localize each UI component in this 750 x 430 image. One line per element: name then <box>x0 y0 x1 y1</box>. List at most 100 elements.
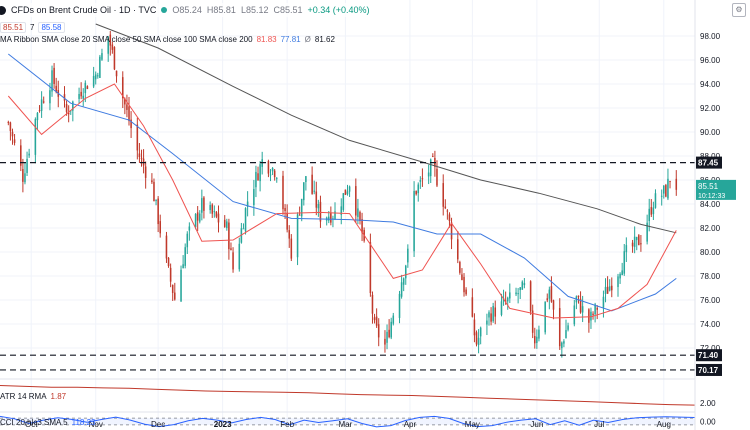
bid-price[interactable]: 85.51 <box>0 21 27 33</box>
candle-body <box>581 306 584 313</box>
candle-body <box>121 77 124 99</box>
candle-body <box>223 219 226 227</box>
time-tick-label: Jul <box>594 420 604 429</box>
candle-body <box>384 338 386 345</box>
ma-ribbon-legend[interactable]: MA Ribbon SMA close 20 SMA close 50 SMA … <box>0 33 335 45</box>
time-tick-label: Dec <box>151 420 165 429</box>
ohlc-low: L85.12 <box>240 5 269 15</box>
candle-body <box>346 191 349 195</box>
candle-body <box>230 248 232 250</box>
time-tick-label: Aug <box>657 420 671 429</box>
atr-value: 1.87 <box>50 391 67 401</box>
candle-body <box>174 292 176 300</box>
candle-body <box>413 190 415 252</box>
candle-body <box>509 292 511 299</box>
candle-body <box>475 332 478 345</box>
candle-body <box>124 98 126 105</box>
level-label-background <box>696 349 722 362</box>
spread-value: 7 <box>30 22 35 32</box>
candle-body <box>72 101 74 111</box>
candle-body <box>500 301 503 315</box>
time-tick-label: Jun <box>530 420 543 429</box>
candle-body <box>9 122 12 132</box>
symbol-title[interactable]: CFDs on Brent Crude Oil · 1D · TVC <box>11 5 157 15</box>
ohlc-high: H85.81 <box>206 5 236 15</box>
cci-line <box>0 415 696 428</box>
candle-body <box>298 214 301 216</box>
candle-body <box>28 153 30 156</box>
level-label-background <box>696 156 722 169</box>
candle-body <box>506 297 509 302</box>
candle-body <box>608 286 611 291</box>
candle-body <box>209 205 211 211</box>
time-tick-label: Nov <box>89 420 103 429</box>
candle-body <box>275 178 278 180</box>
sma50-line <box>7 53 677 312</box>
candle-body <box>319 201 322 222</box>
candle-body <box>167 257 170 267</box>
candle-body <box>273 170 276 178</box>
candle-body <box>80 91 82 97</box>
cci-label: CCI 20 hlc3 SMA 5 <box>0 417 68 427</box>
candle-body <box>617 276 619 287</box>
candle-body <box>340 206 343 215</box>
candle-body <box>669 180 671 182</box>
ma-ribbon-label: MA Ribbon SMA close 20 SMA close 50 SMA … <box>0 34 253 44</box>
candle-body <box>126 104 128 110</box>
price-tick-label: 92.00 <box>700 104 721 113</box>
atr-label: ATR 14 RMA <box>0 391 47 401</box>
candle-body <box>536 336 538 343</box>
candle-body <box>646 222 648 242</box>
candle-body <box>561 342 563 349</box>
candle-body <box>432 156 434 158</box>
candle-body <box>155 199 157 202</box>
candle-body <box>427 172 430 177</box>
candle-body <box>113 47 116 70</box>
price-tick-label: 80.00 <box>700 248 721 257</box>
atr-legend[interactable]: ATR 14 RMA 1.87 <box>0 390 66 402</box>
cci-legend[interactable]: CCI 20 hlc3 SMA 5 118.23 <box>0 416 95 428</box>
candle-body <box>604 286 607 294</box>
candle-body <box>138 153 141 158</box>
candle-body <box>398 293 401 318</box>
candle-body <box>109 34 112 46</box>
candle-body <box>596 307 598 310</box>
candle-body <box>548 289 551 299</box>
candle-body <box>136 124 139 151</box>
candle-body <box>388 329 390 338</box>
candle-body <box>650 207 653 215</box>
last-price-label: 85.51 <box>698 182 719 191</box>
ma-ribbon-value-200: 81.62 <box>314 34 335 44</box>
ma-ribbon-value-50: 77.81 <box>280 34 301 44</box>
time-tick-label: Apr <box>404 420 417 429</box>
candle-body <box>504 300 507 302</box>
price-tick-label: 76.00 <box>700 296 721 305</box>
candle-body <box>286 212 288 230</box>
candle-body <box>228 222 230 250</box>
time-tick-label: 2023 <box>214 420 232 429</box>
candle-body <box>78 93 80 99</box>
candle-body <box>450 222 453 240</box>
ask-price[interactable]: 85.58 <box>38 21 65 33</box>
candle-body <box>533 336 536 344</box>
candle-body <box>421 178 424 180</box>
last-price-background <box>696 179 736 200</box>
candle-body <box>486 320 488 325</box>
candle-body <box>579 298 582 313</box>
candle-body <box>373 317 376 321</box>
candle-body <box>22 169 24 182</box>
price-tick-label: 72.00 <box>700 344 721 353</box>
candle-body <box>7 121 10 123</box>
candle-body <box>567 325 569 330</box>
candle-body <box>194 214 197 228</box>
candle-body <box>244 208 247 232</box>
candle-body <box>369 242 372 294</box>
bid-ask-row: 85.51 7 85.58 <box>0 21 65 33</box>
ohlc-close: C85.51 <box>273 5 303 15</box>
candle-body <box>34 119 37 155</box>
candle-body <box>675 178 678 190</box>
candle-body <box>255 171 257 188</box>
settings-corner-icon[interactable]: ⚙ <box>732 3 746 17</box>
